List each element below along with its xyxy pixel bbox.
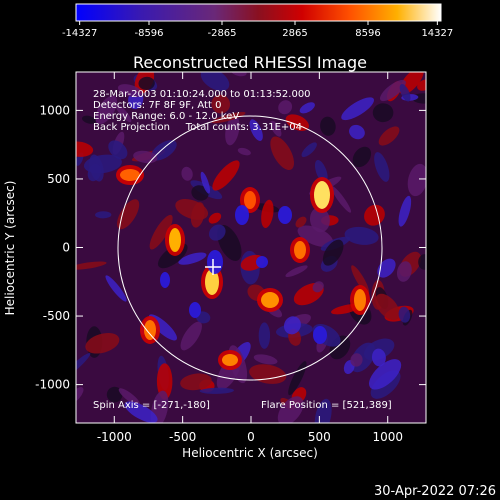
x-axis-label: Heliocentric X (arcsec) bbox=[182, 446, 318, 460]
x-axis: -1000 -500 0 500 1000 bbox=[97, 72, 403, 444]
info-block: 28-Mar-2003 01:10:24.000 to 01:13:52.000… bbox=[93, 89, 311, 133]
y-axis: 1000 500 0 -500 -1000 bbox=[35, 103, 426, 392]
colorbar: -14327 -8596 -2865 2865 8596 14327 bbox=[62, 3, 453, 39]
image-area bbox=[76, 72, 426, 423]
x-tick-label: 1000 bbox=[372, 430, 403, 444]
y-tick-label: 500 bbox=[47, 172, 70, 186]
colorbar-tick-label: -8596 bbox=[134, 28, 163, 39]
y-tick-label: 1000 bbox=[39, 103, 70, 117]
colorbar-strip bbox=[75, 3, 442, 22]
spin-axis-marker bbox=[205, 259, 221, 275]
info-line: 28-Mar-2003 01:10:24.000 to 01:13:52.000 bbox=[93, 89, 311, 100]
spin-axis-label: Spin Axis = [-271,-180] bbox=[93, 400, 210, 411]
x-tick-label: -1000 bbox=[97, 430, 132, 444]
solar-limb-circle bbox=[117, 115, 383, 381]
colorbar-tick-label: -2865 bbox=[207, 28, 236, 39]
x-tick-label: 0 bbox=[247, 430, 255, 444]
y-tick-label: -1000 bbox=[35, 378, 70, 392]
timestamp: 30-Apr-2022 07:26 bbox=[374, 484, 496, 499]
colorbar-tick-label: -14327 bbox=[62, 28, 97, 39]
chart-title: Reconstructed RHESSI Image bbox=[133, 53, 367, 72]
colorbar-tick-label: 14327 bbox=[421, 28, 453, 39]
flare-position-label: Flare Position = [521,389] bbox=[261, 400, 392, 411]
y-tick-label: -500 bbox=[43, 309, 70, 323]
y-tick-label: 0 bbox=[62, 241, 70, 255]
colorbar-tick-label: 2865 bbox=[282, 28, 307, 39]
x-tick-label: 500 bbox=[308, 430, 331, 444]
info-line: Back Projection Total counts: 3.31E+04 bbox=[93, 122, 302, 133]
info-line: Detectors: 7F 8F 9F, Att 0 bbox=[93, 100, 221, 111]
y-axis-label: Heliocentric Y (arcsec) bbox=[3, 181, 17, 316]
colorbar-tick-label: 8596 bbox=[355, 28, 380, 39]
x-tick-label: -500 bbox=[169, 430, 196, 444]
info-line: Energy Range: 6.0 - 12.0 keV bbox=[93, 111, 239, 122]
